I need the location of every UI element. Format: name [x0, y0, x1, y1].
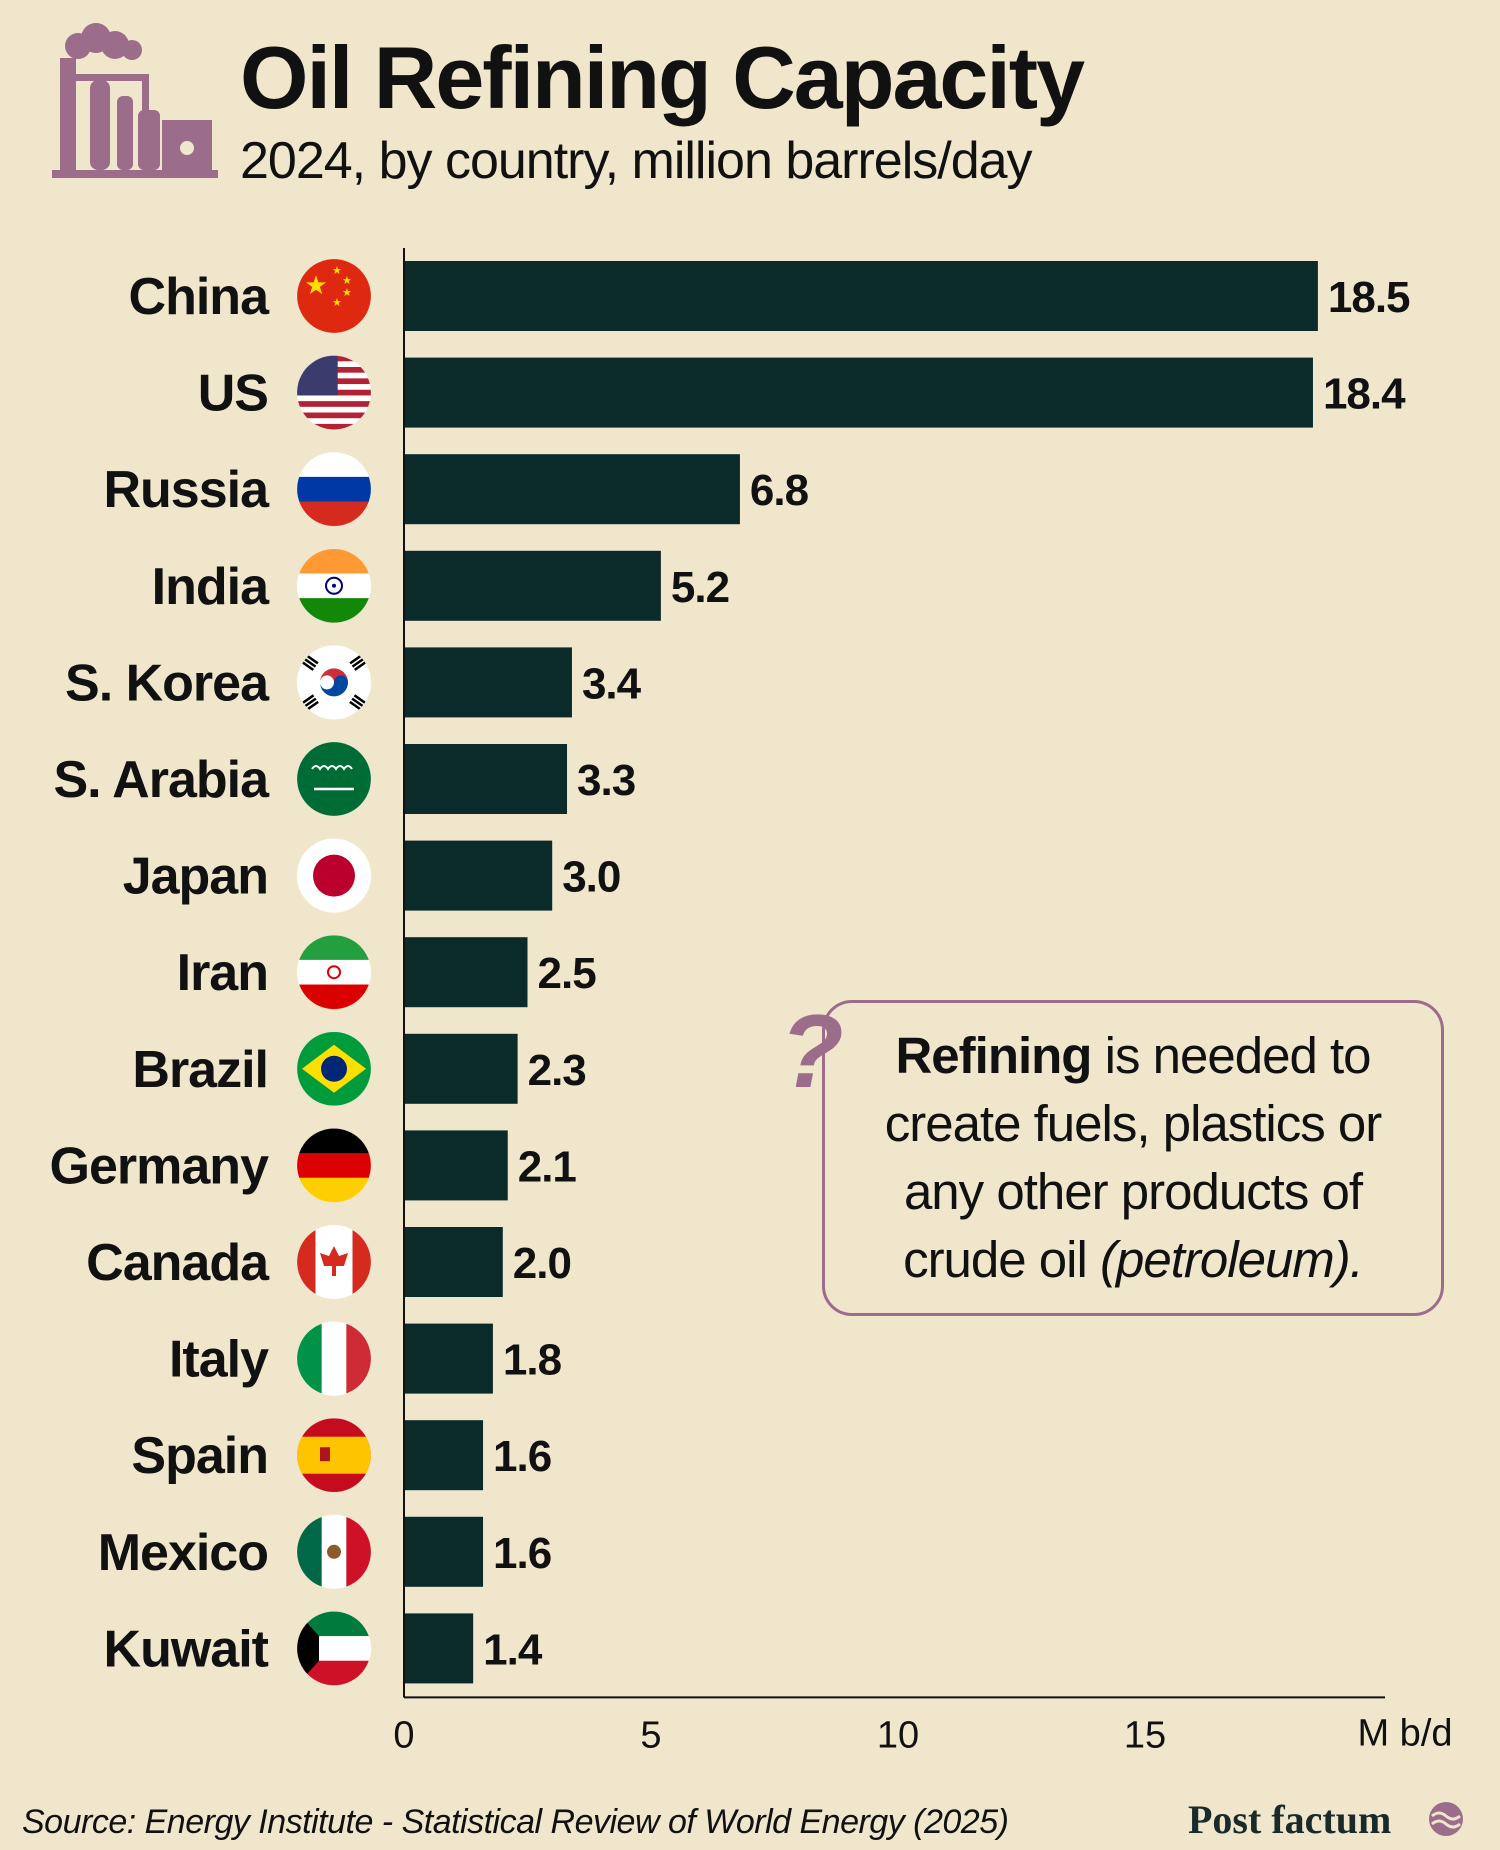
japan-flag-icon	[297, 838, 371, 913]
post-factum-logo-icon	[1429, 1802, 1463, 1836]
chart-title: Oil Refining Capacity	[240, 28, 1085, 127]
bar	[405, 744, 568, 814]
category-label: Mexico	[98, 1524, 268, 1582]
x-tick-label: 15	[1124, 1714, 1166, 1756]
category-label: S. Korea	[65, 654, 270, 712]
svg-text:★: ★	[332, 296, 342, 309]
bar	[405, 1130, 508, 1201]
us-flag-icon	[297, 355, 371, 430]
value-label: 2.1	[518, 1142, 577, 1191]
bar	[405, 454, 740, 525]
plot-area	[403, 248, 1385, 1699]
bar	[405, 937, 528, 1008]
value-label: 1.8	[503, 1336, 562, 1385]
category-label: Russia	[103, 461, 270, 519]
value-label: 3.0	[562, 853, 620, 902]
bar	[405, 840, 553, 911]
value-label: 1.6	[493, 1432, 551, 1481]
bar	[405, 550, 661, 621]
value-label: 3.4	[582, 659, 642, 708]
china-flag-icon: ★★★★★	[297, 259, 371, 333]
info-callout: Refining is needed to create fuels, plas…	[822, 1000, 1444, 1316]
bar	[405, 261, 1318, 331]
category-label: Canada	[86, 1234, 270, 1292]
value-label: 2.0	[513, 1239, 571, 1288]
x-tick-label: 5	[640, 1714, 661, 1756]
brazil-flag-icon	[297, 1031, 371, 1106]
refinery-icon	[52, 23, 218, 178]
category-label: Germany	[50, 1137, 270, 1195]
value-label: 3.3	[577, 756, 635, 805]
india-flag-icon	[297, 548, 371, 623]
callout-body: is needed to create fuels, plastics or a…	[884, 1027, 1383, 1288]
category-label: Iran	[177, 944, 268, 1002]
category-label: China	[129, 268, 271, 326]
source-note: Source: Energy Institute - Statistical R…	[22, 1803, 1008, 1841]
bar	[405, 1516, 484, 1587]
svg-text:★: ★	[342, 274, 352, 287]
callout-bold: Refining	[895, 1027, 1092, 1084]
value-label: 18.5	[1328, 273, 1410, 322]
category-label: Kuwait	[104, 1620, 269, 1678]
value-label: 18.4	[1323, 370, 1406, 419]
russia-flag-icon	[297, 452, 371, 527]
bar	[405, 1613, 474, 1684]
bar	[405, 1420, 484, 1491]
south-korea-flag-icon	[297, 645, 371, 720]
category-label: Spain	[131, 1427, 268, 1485]
value-label: 1.6	[493, 1529, 551, 1578]
saudi-arabia-flag-icon	[297, 742, 371, 816]
x-tick-label: 0	[393, 1714, 414, 1756]
x-tick-label: 10	[877, 1714, 919, 1756]
canada-flag-icon	[297, 1225, 371, 1299]
category-label: India	[152, 558, 270, 616]
chart-subtitle: 2024, by country, million barrels/day	[240, 132, 1033, 190]
value-label: 1.4	[483, 1625, 543, 1674]
value-label: 2.5	[538, 949, 597, 998]
bar	[405, 1323, 493, 1394]
category-label: S. Arabia	[54, 751, 271, 809]
category-label: Japan	[123, 848, 268, 906]
callout-text: Refining is needed to create fuels, plas…	[849, 1022, 1417, 1294]
svg-text:★: ★	[332, 264, 342, 277]
value-label: 5.2	[671, 563, 729, 612]
bar	[405, 647, 572, 718]
bar	[405, 1227, 503, 1297]
category-label: US	[198, 365, 268, 423]
spain-flag-icon	[297, 1418, 371, 1493]
category-label: Italy	[169, 1331, 269, 1389]
brand-name: Post factum	[1188, 1797, 1391, 1842]
callout-italic: (petroleum).	[1100, 1231, 1364, 1288]
category-label: Brazil	[132, 1041, 268, 1099]
bar	[405, 1033, 518, 1104]
iran-flag-icon	[297, 935, 371, 1010]
value-label: 6.8	[750, 466, 809, 515]
svg-text:★: ★	[304, 271, 327, 301]
value-label: 2.3	[528, 1046, 586, 1095]
x-axis-unit-label: M b/d	[1357, 1712, 1452, 1754]
bar	[405, 357, 1313, 428]
svg-text:★: ★	[342, 286, 352, 299]
